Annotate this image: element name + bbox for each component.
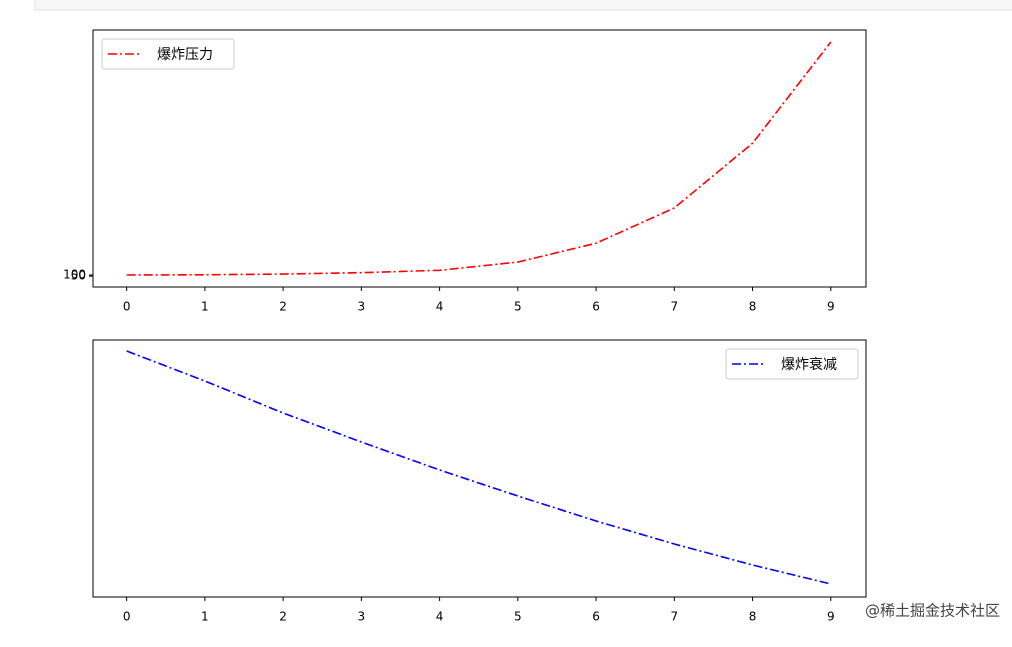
x-tick-label: 7 [670, 300, 678, 314]
legend-box [101, 38, 235, 70]
legend-box [725, 348, 859, 380]
x-tick-label: 0 [123, 300, 131, 314]
x-tick-label: 9 [827, 610, 835, 624]
x-tick-label: 1 [201, 300, 209, 314]
x-tick-label: 2 [279, 300, 287, 314]
x-tick-label: 8 [749, 610, 757, 624]
x-tick-label: 5 [514, 300, 522, 314]
top-bar [34, 0, 1012, 11]
legend-label: 爆炸压力 [157, 47, 213, 63]
axes-frame [92, 29, 867, 288]
x-tick-label: 2 [279, 610, 287, 624]
x-tick-label: 0 [123, 610, 131, 624]
x-tick-label: 7 [670, 610, 678, 624]
x-tick-label: 6 [592, 610, 600, 624]
data-line [126, 41, 832, 276]
x-tick-label: 3 [358, 300, 366, 314]
legend: 爆炸衰减 [725, 348, 859, 380]
x-tick-label: 9 [827, 300, 835, 314]
x-tick-label: 1 [201, 610, 209, 624]
watermark: @稀土掘金技术社区 [865, 602, 1000, 620]
x-tick-label: 5 [514, 610, 522, 624]
legend-label: 爆炸衰减 [781, 356, 837, 373]
y-tick-label: 50 [71, 269, 86, 283]
x-tick-label: 4 [436, 610, 444, 624]
x-tick-label: 4 [436, 300, 444, 314]
axes-frame [92, 339, 867, 598]
x-tick-label: 6 [592, 300, 600, 314]
y-tick-label: 100 [63, 267, 86, 281]
x-tick-label: 3 [358, 610, 366, 624]
legend: 爆炸压力 [101, 38, 235, 70]
data-line [126, 350, 831, 585]
x-tick-label: 8 [749, 300, 757, 314]
